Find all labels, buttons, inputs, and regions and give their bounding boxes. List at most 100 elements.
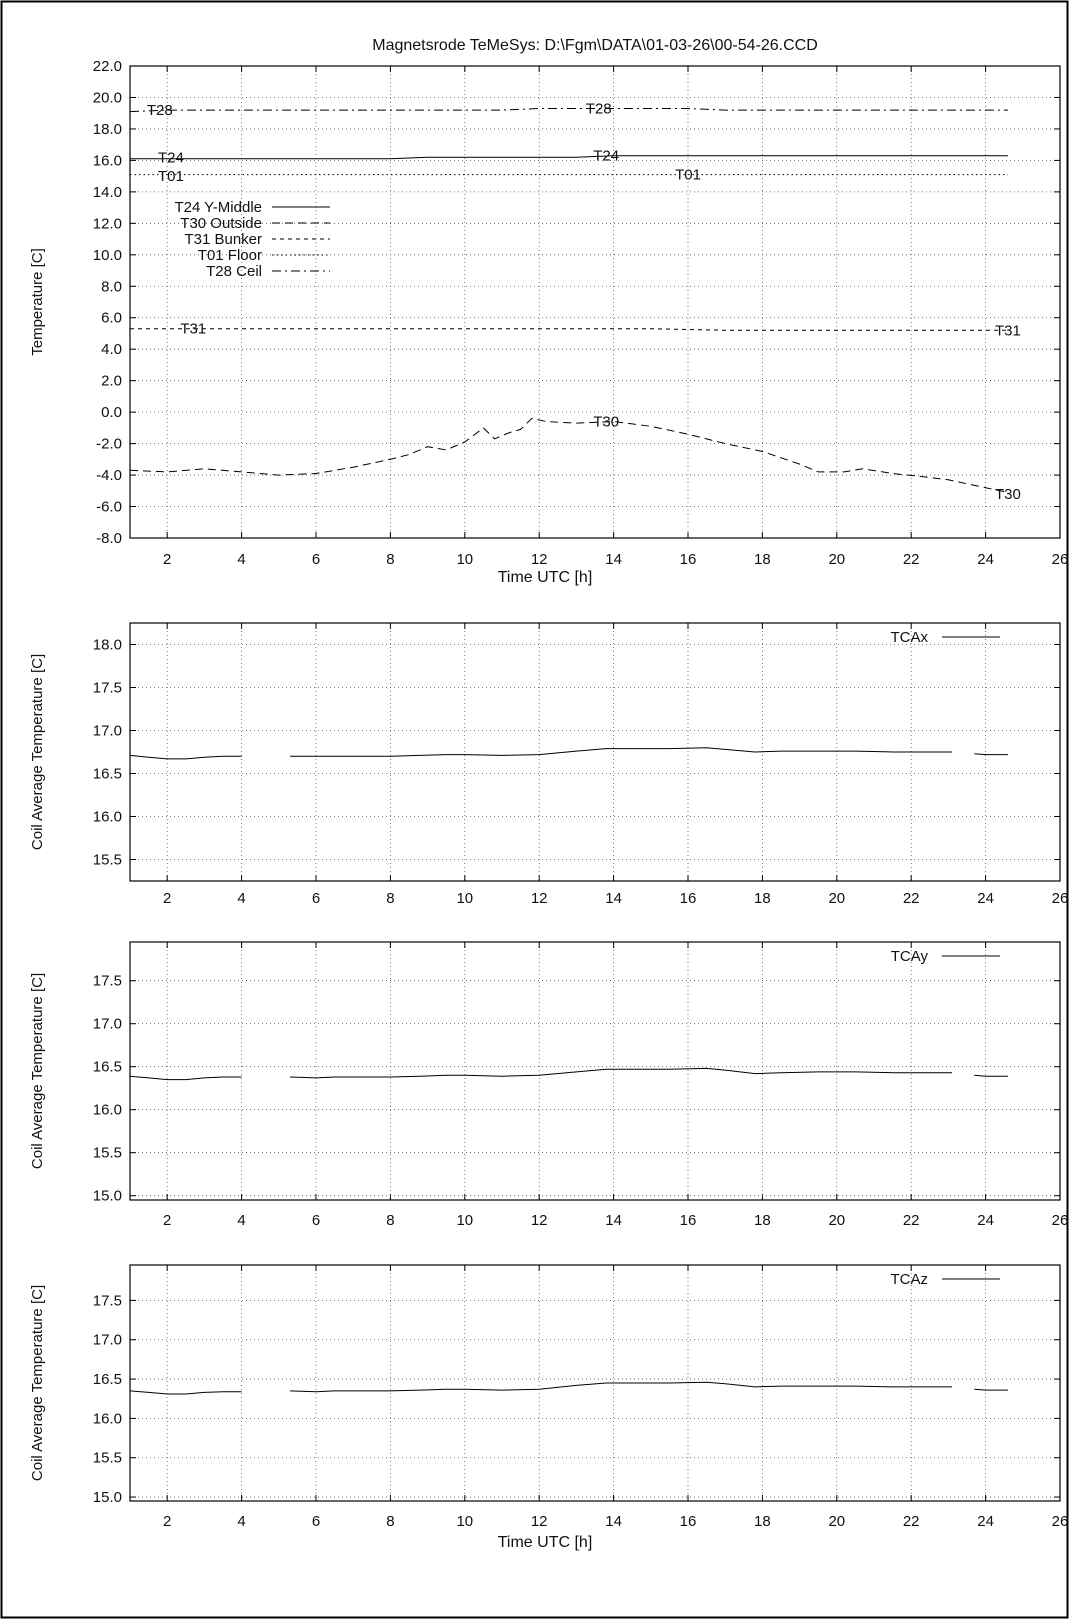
series-line-tcaz	[289, 1381, 953, 1393]
y-tick-label: 4.0	[101, 341, 122, 358]
y-tick-label: 16.0	[93, 1102, 122, 1119]
x-tick-label: 14	[605, 551, 622, 568]
series-line-tcax	[974, 753, 1008, 756]
legend-label: T30 Outside	[180, 215, 262, 232]
x-tick-label: 26	[1052, 1513, 1069, 1530]
x-tick-label: 10	[456, 1513, 473, 1530]
y-tick-label: 0.0	[101, 404, 122, 421]
x-tick-label: 4	[237, 890, 245, 907]
x-tick-label: 20	[828, 551, 845, 568]
x-tick-label: 14	[605, 1513, 622, 1530]
plot-frame	[129, 1264, 1061, 1502]
x-tick-label: 6	[312, 1513, 320, 1530]
x-tick-label: 12	[531, 1513, 548, 1530]
y-tick-label: -4.0	[96, 467, 122, 484]
y-tick-label: 8.0	[101, 278, 122, 295]
y-axis-label: Coil Average Temperature [C]	[29, 973, 46, 1169]
temperature-panel: 2 4 6 8 10 12 14 16 18 20 22 24 26-8.0-6.0-4.0-2.00.…	[29, 58, 1068, 586]
y-tick-label: 17.0	[93, 723, 122, 740]
y-tick-label: 16.0	[93, 1410, 122, 1427]
series-line-tcay	[974, 1074, 1008, 1077]
y-tick-label: -8.0	[96, 530, 122, 547]
x-tick-label: 8	[386, 890, 394, 907]
plot-frame	[129, 622, 1061, 882]
series-line-t30-outside	[129, 417, 1009, 493]
y-tick-label: 18.0	[93, 121, 122, 138]
tcay-panel: 2 4 6 8 10 12 14 16 18 20 22 24 2615.015.516.016.517…	[29, 941, 1069, 1229]
x-tick-label: 26	[1052, 1212, 1069, 1229]
y-tick-label: 16.0	[93, 809, 122, 826]
y-tick-label: 17.5	[93, 973, 122, 990]
legend-label: T24 Y-Middle	[174, 199, 262, 216]
y-tick-label: 10.0	[93, 247, 122, 264]
x-axis-label: Time UTC [h]	[498, 1534, 593, 1551]
x-tick-label: 2	[163, 1212, 171, 1229]
x-tick-label: 16	[680, 1513, 697, 1530]
x-tick-label: 20	[828, 1513, 845, 1530]
series-annotation: T31	[995, 322, 1021, 339]
y-tick-label: 17.5	[93, 680, 122, 697]
y-axis-label: Coil Average Temperature [C]	[29, 1285, 46, 1481]
legend-label: TCAz	[891, 1271, 929, 1288]
x-tick-label: 16	[680, 890, 697, 907]
y-tick-label: 2.0	[101, 373, 122, 390]
y-tick-label: 12.0	[93, 215, 122, 232]
y-tick-label: -6.0	[96, 499, 122, 516]
y-tick-label: 20.0	[93, 89, 122, 106]
x-tick-label: 24	[977, 1513, 994, 1530]
x-tick-label: 22	[903, 1212, 920, 1229]
y-tick-label: 6.0	[101, 310, 122, 327]
y-tick-label: 16.5	[93, 1059, 122, 1076]
x-tick-label: 16	[680, 551, 697, 568]
tcaz-panel: 2 4 6 8 10 12 14 16 18 20 22 24 2615.015.516.016.517…	[29, 1264, 1069, 1551]
series-line-t28-ceil	[129, 108, 1008, 113]
x-tick-label: 12	[531, 551, 548, 568]
series-line-t31-bunker	[130, 328, 1008, 331]
x-tick-label: 4	[237, 1513, 245, 1530]
x-tick-label: 10	[456, 1212, 473, 1229]
series-line-t24-y-middle	[130, 155, 1008, 160]
x-tick-label: 26	[1052, 551, 1069, 568]
legend-label: T31 Bunker	[184, 231, 262, 248]
y-tick-label: 15.5	[93, 1450, 122, 1467]
y-tick-label: 17.0	[93, 1016, 122, 1033]
x-tick-label: 8	[386, 1212, 394, 1229]
y-tick-label: 16.5	[93, 766, 122, 783]
x-tick-label: 2	[163, 1513, 171, 1530]
x-tick-label: 18	[754, 551, 771, 568]
series-annotation: T31	[180, 321, 206, 338]
x-tick-label: 20	[828, 890, 845, 907]
y-tick-label: 16.0	[93, 152, 122, 169]
x-tick-label: 22	[903, 890, 920, 907]
legend-label: T01 Floor	[198, 247, 262, 264]
x-tick-label: 18	[754, 890, 771, 907]
series-annotation: T30	[995, 486, 1021, 503]
y-tick-label: 18.0	[93, 637, 122, 654]
x-tick-label: 14	[605, 1212, 622, 1229]
series-line-tcax	[129, 754, 242, 760]
y-axis-label: Temperature [C]	[29, 248, 46, 356]
x-tick-label: 18	[754, 1212, 771, 1229]
x-tick-label: 10	[456, 890, 473, 907]
y-tick-label: 22.0	[93, 58, 122, 75]
x-tick-label: 24	[977, 551, 994, 568]
y-tick-label: 15.5	[93, 1145, 122, 1162]
x-tick-label: 10	[456, 551, 473, 568]
x-tick-label: 4	[237, 1212, 245, 1229]
x-tick-label: 2	[163, 551, 171, 568]
x-tick-label: 12	[531, 890, 548, 907]
series-line-tcax	[290, 747, 953, 757]
y-axis-label: Coil Average Temperature [C]	[29, 654, 46, 850]
series-annotation: T30	[593, 414, 619, 431]
figure-title: Magnetsrode TeMeSys: D:\Fgm\DATA\01-03-2…	[372, 37, 818, 54]
x-tick-label: 4	[237, 551, 245, 568]
x-tick-label: 18	[754, 1513, 771, 1530]
series-annotation: T01	[675, 167, 701, 184]
series-annotation: T24	[158, 149, 184, 166]
series-annotation: T24	[593, 148, 619, 165]
x-tick-label: 16	[680, 1212, 697, 1229]
series-line-tcaz	[129, 1390, 242, 1395]
x-tick-label: 24	[977, 1212, 994, 1229]
